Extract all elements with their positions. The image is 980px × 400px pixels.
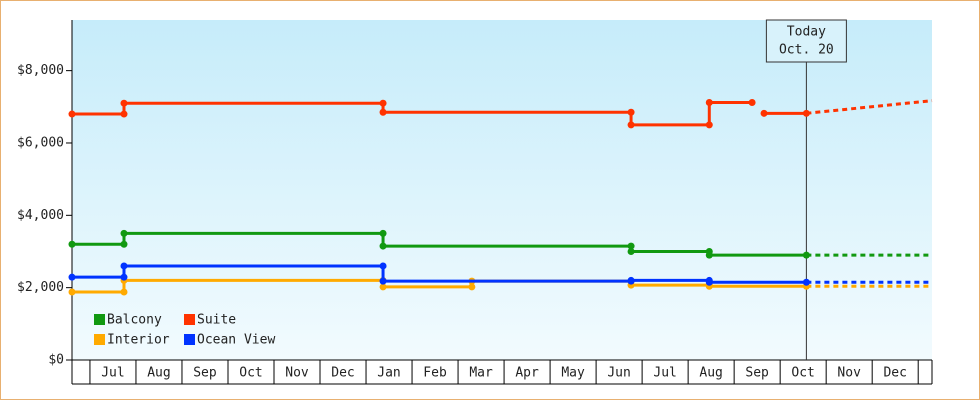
point xyxy=(68,273,76,281)
point xyxy=(68,288,76,296)
point xyxy=(379,108,387,116)
point xyxy=(379,242,387,250)
today-label: Today xyxy=(787,25,826,40)
x-tick-label: Jun xyxy=(607,366,630,381)
y-tick-label: $0 xyxy=(48,353,64,368)
x-tick-label: Sep xyxy=(745,366,769,381)
x-tick-label: Oct xyxy=(239,366,262,381)
point xyxy=(379,229,387,237)
y-tick-label: $6,000 xyxy=(17,135,64,150)
x-tick-label: Jul xyxy=(101,366,124,381)
x-tick-label: Aug xyxy=(147,366,170,381)
point xyxy=(379,277,387,285)
point xyxy=(705,121,713,129)
x-tick-label: Aug xyxy=(699,366,722,381)
legend-label: Ocean View xyxy=(197,333,275,348)
x-tick-label: Nov xyxy=(837,366,861,381)
x-tick-label: Dec xyxy=(331,366,354,381)
point xyxy=(379,262,387,270)
point xyxy=(120,288,128,296)
point xyxy=(802,278,810,286)
point xyxy=(705,251,713,259)
x-tick-label: May xyxy=(561,366,585,381)
point xyxy=(120,110,128,118)
point xyxy=(627,276,635,284)
point xyxy=(68,240,76,248)
point xyxy=(627,108,635,116)
point xyxy=(748,98,756,106)
legend-swatch xyxy=(184,334,195,345)
legend-label: Suite xyxy=(197,313,236,328)
point xyxy=(802,251,810,259)
today-box xyxy=(765,19,847,63)
legend-label: Balcony xyxy=(107,313,162,328)
point xyxy=(379,99,387,107)
point xyxy=(760,109,768,117)
point xyxy=(68,110,76,118)
point xyxy=(627,121,635,129)
legend-swatch xyxy=(94,334,105,345)
x-tick-label: Feb xyxy=(423,366,447,381)
x-tick-label: Oct xyxy=(791,366,814,381)
x-tick-label: Dec xyxy=(883,366,906,381)
x-tick-label: Jan xyxy=(377,366,400,381)
point xyxy=(120,262,128,270)
series-line xyxy=(72,100,807,127)
legend-label: Interior xyxy=(107,333,170,348)
point xyxy=(379,283,387,291)
point xyxy=(705,278,713,286)
x-tick-label: Jul xyxy=(653,366,676,381)
point xyxy=(802,109,810,117)
legend-swatch xyxy=(184,314,195,325)
point xyxy=(120,229,128,237)
today-label: Oct. 20 xyxy=(779,43,834,58)
point xyxy=(627,242,635,250)
point xyxy=(120,99,128,107)
y-tick-label: $4,000 xyxy=(17,208,64,223)
x-tick-label: Apr xyxy=(515,366,539,381)
point xyxy=(627,247,635,255)
point xyxy=(705,98,713,106)
point xyxy=(120,273,128,281)
legend-swatch xyxy=(94,314,105,325)
plot-area xyxy=(72,20,932,360)
x-tick-label: Sep xyxy=(193,366,217,381)
y-tick-label: $8,000 xyxy=(17,63,64,78)
point xyxy=(468,283,476,291)
forecast-line xyxy=(806,99,933,115)
x-tick-label: Mar xyxy=(469,366,493,381)
y-tick-label: $2,000 xyxy=(17,280,64,295)
point xyxy=(120,240,128,248)
x-tick-label: Nov xyxy=(285,366,309,381)
